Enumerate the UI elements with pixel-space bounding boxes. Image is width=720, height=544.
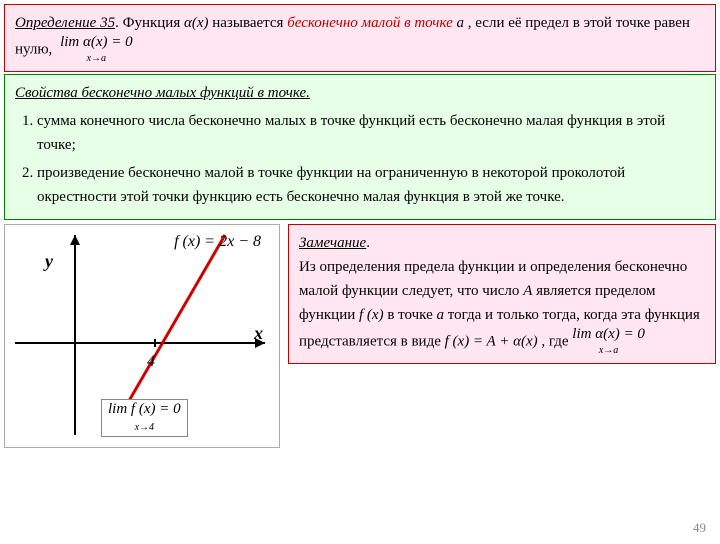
- def-a: a: [457, 15, 465, 31]
- list-item: сумма конечного числа бесконечно малых в…: [37, 109, 705, 157]
- def-limit: lim α(x) = 0x→a: [60, 35, 133, 65]
- note-limit: lim α(x) = 0x→a: [572, 327, 645, 357]
- graph-x-tick: 4: [147, 353, 155, 371]
- note-title: Замечание: [299, 235, 366, 251]
- page-number: 49: [693, 520, 706, 536]
- properties-list: сумма конечного числа бесконечно малых в…: [15, 109, 705, 209]
- graph-box: f (x) = 2x − 8 y x 4 lim f (x) = 0 x→4: [4, 224, 280, 448]
- graph-y-label: y: [45, 251, 53, 272]
- def-alpha: α(x): [184, 15, 209, 31]
- graph-limit-box: lim f (x) = 0 x→4: [101, 399, 188, 437]
- def-red: бесконечно малой в точке: [287, 15, 456, 31]
- note-eq: f (x) = A + α(x): [445, 333, 538, 349]
- definition-box: Определение 35. Функция α(x) называется …: [4, 4, 716, 72]
- definition-label: Определение 35: [15, 15, 115, 31]
- graph-x-label: x: [254, 323, 263, 344]
- properties-title: Свойства бесконечно малых функций в точк…: [15, 81, 705, 105]
- note-a: a: [437, 307, 445, 323]
- note-t3: в точке: [384, 307, 437, 323]
- note-t5: , где: [538, 333, 573, 349]
- note-fx: f (x): [359, 307, 384, 323]
- note-box: Замечание. Из определения предела функци…: [288, 224, 716, 364]
- list-item: произведение бесконечно малой в точке фу…: [37, 161, 705, 209]
- def-t2: называется: [209, 15, 288, 31]
- def-t1: . Функция: [115, 15, 184, 31]
- note-A: A: [523, 283, 532, 299]
- graph-fn-label: f (x) = 2x − 8: [174, 233, 261, 251]
- properties-box: Свойства бесконечно малых функций в точк…: [4, 74, 716, 220]
